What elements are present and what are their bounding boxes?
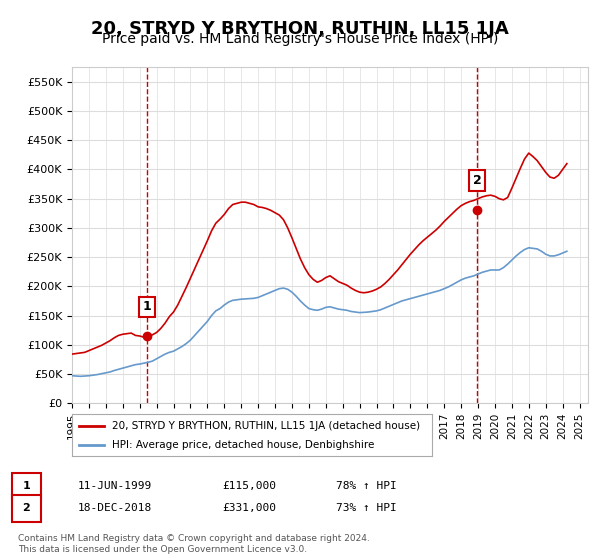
Text: 2: 2 (23, 503, 30, 514)
Text: 1: 1 (23, 481, 30, 491)
FancyBboxPatch shape (12, 473, 41, 500)
Text: £331,000: £331,000 (222, 503, 276, 514)
Text: Contains HM Land Registry data © Crown copyright and database right 2024.: Contains HM Land Registry data © Crown c… (18, 534, 370, 543)
Text: 18-DEC-2018: 18-DEC-2018 (78, 503, 152, 514)
Text: 20, STRYD Y BRYTHON, RUTHIN, LL15 1JA: 20, STRYD Y BRYTHON, RUTHIN, LL15 1JA (91, 20, 509, 38)
Text: £115,000: £115,000 (222, 481, 276, 491)
Text: 78% ↑ HPI: 78% ↑ HPI (336, 481, 397, 491)
Text: Price paid vs. HM Land Registry's House Price Index (HPI): Price paid vs. HM Land Registry's House … (102, 32, 498, 46)
Text: 2: 2 (473, 174, 482, 187)
Text: This data is licensed under the Open Government Licence v3.0.: This data is licensed under the Open Gov… (18, 545, 307, 554)
Text: 73% ↑ HPI: 73% ↑ HPI (336, 503, 397, 514)
FancyBboxPatch shape (12, 495, 41, 522)
Text: 1: 1 (143, 300, 151, 313)
Text: 20, STRYD Y BRYTHON, RUTHIN, LL15 1JA (detached house): 20, STRYD Y BRYTHON, RUTHIN, LL15 1JA (d… (112, 421, 420, 431)
Text: HPI: Average price, detached house, Denbighshire: HPI: Average price, detached house, Denb… (112, 440, 374, 450)
Text: 11-JUN-1999: 11-JUN-1999 (78, 481, 152, 491)
